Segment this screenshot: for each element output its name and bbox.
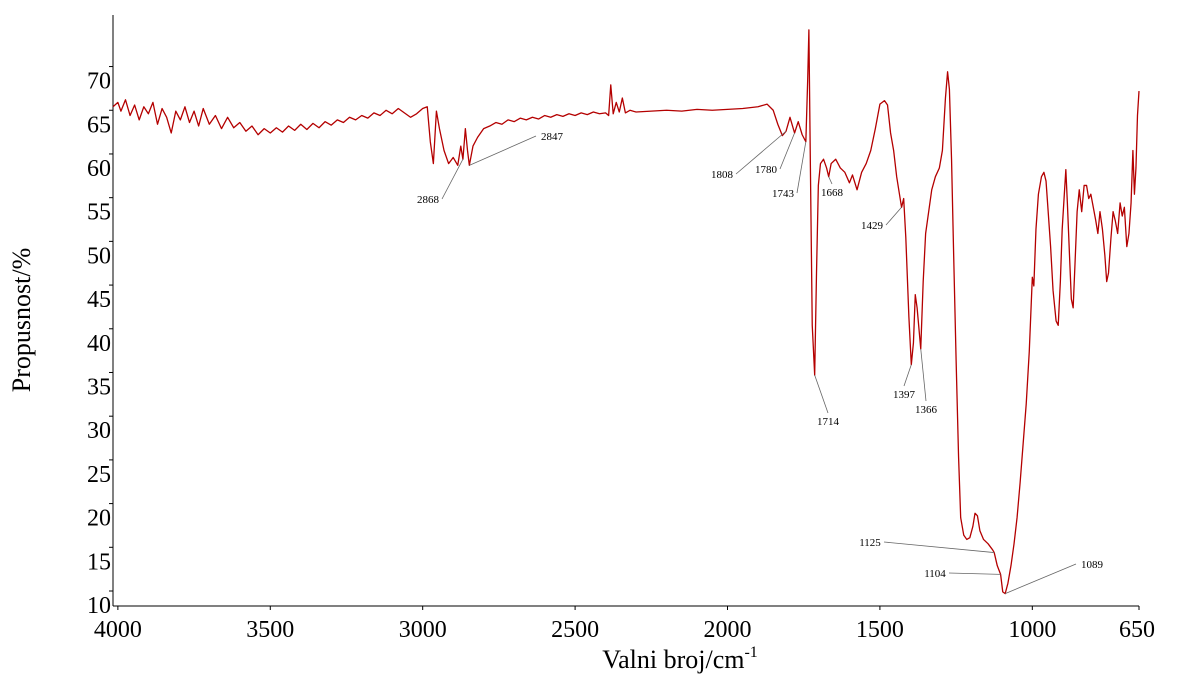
annotation-label: 1714 (817, 416, 840, 428)
annotation-label: 1808 (711, 169, 734, 181)
x-axis-label-superscript: -1 (744, 644, 757, 661)
y-tick-label: 20 (87, 506, 111, 532)
annotation-label: 1397 (893, 389, 916, 401)
x-tick-label: 4000 (94, 617, 142, 643)
annotation-label: 1104 (924, 568, 946, 580)
x-tick-label: 1000 (1008, 617, 1056, 643)
annotation-leader (1005, 563, 1077, 595)
annotation-leader (920, 348, 927, 402)
y-tick-label: 65 (87, 112, 111, 138)
annotation-label: 1089 (1081, 559, 1104, 571)
x-tick-label: 650 (1119, 617, 1155, 643)
annotation-leader (885, 207, 902, 226)
annotation-leader (948, 572, 1001, 575)
x-tick-label: 2000 (704, 617, 752, 643)
annotation-label: 2868 (417, 194, 440, 206)
y-tick-label: 25 (87, 462, 111, 488)
annotation-label: 1743 (772, 188, 795, 200)
y-tick-label: 70 (87, 69, 111, 95)
annotation-label: 1780 (755, 164, 778, 176)
y-tick-label: 55 (87, 200, 111, 226)
annotation-leader (814, 374, 829, 414)
y-tick-label: 50 (87, 243, 111, 269)
annotation-leader (441, 159, 464, 200)
x-tick-label: 1500 (856, 617, 904, 643)
y-tick-label: 15 (87, 549, 111, 575)
annotation-label: 1125 (859, 537, 881, 549)
x-tick-label: 3500 (246, 617, 294, 643)
x-tick-label: 3000 (399, 617, 447, 643)
annotation-leader (883, 541, 995, 553)
x-tick-label: 2500 (551, 617, 599, 643)
x-axis-label-text: Valni broj/cm (602, 645, 744, 674)
annotation-leader (903, 364, 912, 387)
annotation-label: 1429 (861, 220, 884, 232)
spectrum-line (112, 29, 1140, 595)
annotation-label: 1366 (915, 404, 938, 416)
y-axis-label: Propusnost/% (7, 248, 36, 392)
y-tick-label: 30 (87, 418, 111, 444)
annotation-label: 1668 (821, 187, 844, 199)
annotation-leader (828, 176, 833, 185)
y-tick-label: 45 (87, 287, 111, 313)
annotation-leader (735, 130, 787, 175)
annotation-label: 2847 (541, 131, 564, 143)
y-tick-label: 35 (87, 374, 111, 400)
annotation-leader (469, 135, 537, 166)
annotation-leader (796, 141, 807, 194)
x-axis-label: Valni broj/cm-1 (602, 644, 758, 674)
annotation-leader (779, 132, 795, 170)
y-tick-label: 60 (87, 156, 111, 182)
y-tick-label: 10 (87, 593, 111, 619)
y-tick-label: 40 (87, 331, 111, 357)
